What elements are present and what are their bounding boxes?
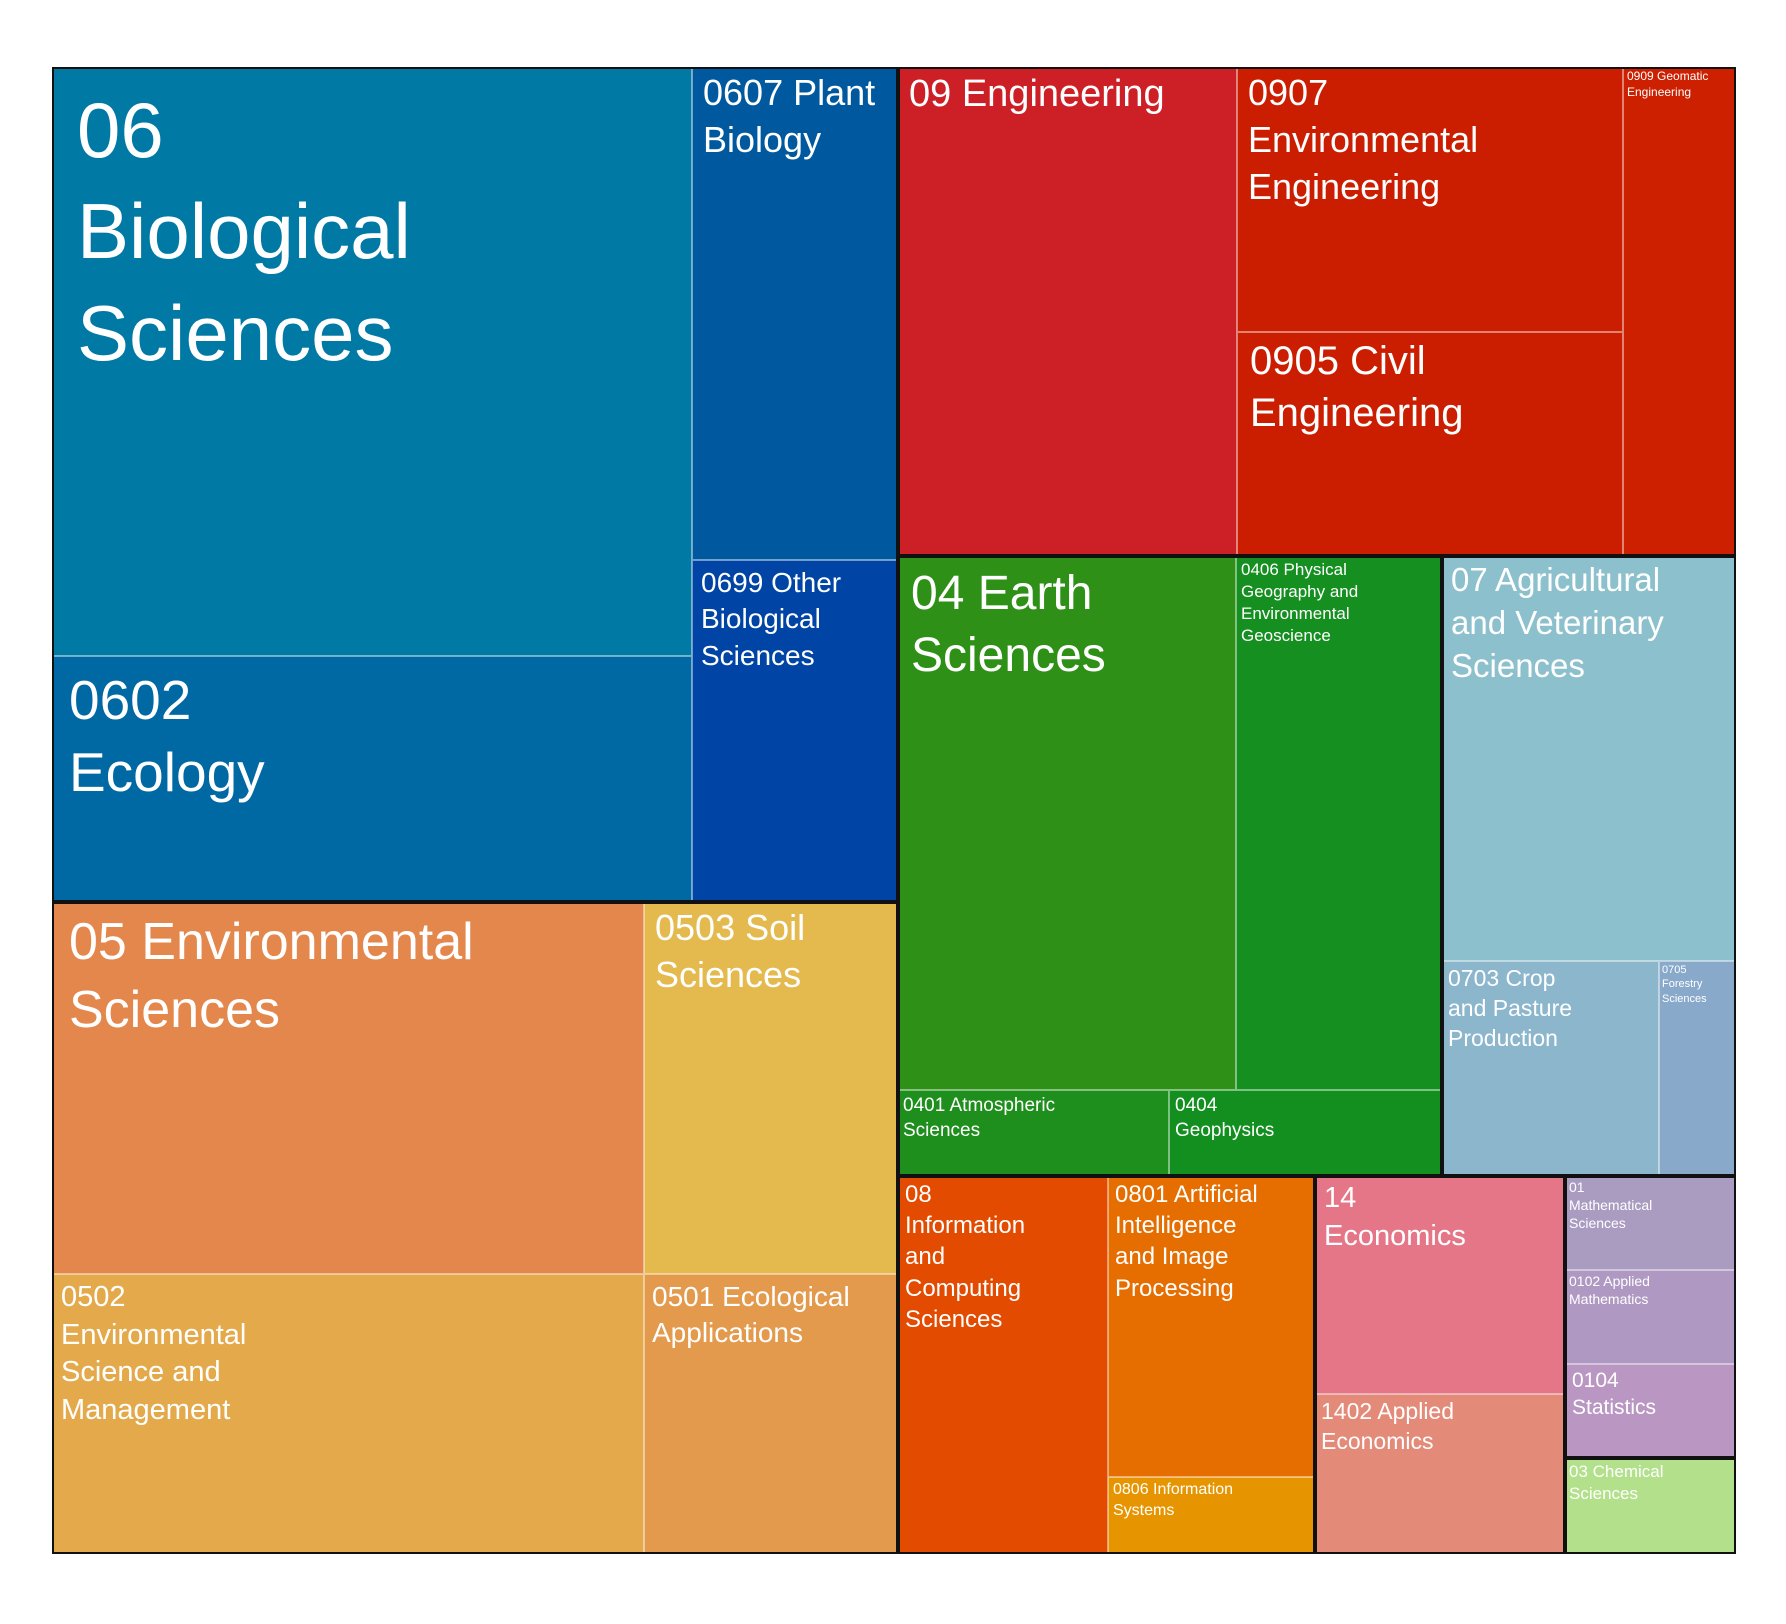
tile-0905-civil-engineering: 0905 Civil Engineering bbox=[1237, 332, 1623, 556]
tile-0102-applied-mathematics: 0102 Applied Mathematics bbox=[1565, 1270, 1736, 1364]
tile-0401-atmospheric-sciences: 0401 Atmospheric Sciences bbox=[898, 1090, 1169, 1176]
tile-label: 0406 Physical Geography and Environmenta… bbox=[1241, 560, 1359, 646]
tile-0607-plant-biology: 0607 Plant Biology bbox=[692, 67, 898, 560]
tile-label: 0705 Forestry Sciences bbox=[1662, 964, 1707, 1005]
tile-label: 0907 Environmental Engineering bbox=[1248, 72, 1479, 207]
tile-0907-environmental-engineering: 0907 Environmental Engineering bbox=[1237, 67, 1623, 332]
tile-label: 0607 Plant Biology bbox=[703, 72, 876, 160]
tile-label: 05 Environmental Sciences bbox=[69, 913, 474, 1039]
tile-0699-other-biological-sciences: 0699 Other Biological Sciences bbox=[692, 560, 898, 902]
tile-08-information-and-computing-sciences: 08 Information and Computing Sciences bbox=[898, 1176, 1108, 1554]
tile-0705-forestry-sciences: 0705 Forestry Sciences bbox=[1659, 961, 1736, 1176]
tile-label: 0699 Other Biological Sciences bbox=[701, 567, 842, 671]
tile-label: 0503 Soil Sciences bbox=[655, 907, 806, 995]
tile-label: 0501 Ecological Applications bbox=[652, 1281, 850, 1349]
tile-label: 0502 Environmental Science and Managemen… bbox=[61, 1281, 247, 1427]
tile-14-economics: 14 Economics bbox=[1315, 1176, 1565, 1394]
tile-04-earth-sciences: 04 Earth Sciences bbox=[898, 556, 1236, 1090]
tile-07-agricultural-and-veterinary-sciences: 07 Agricultural and Veterinary Sciences bbox=[1442, 556, 1736, 961]
tile-label: 1402 Applied Economics bbox=[1321, 1398, 1455, 1454]
tile-label: 09 Engineering bbox=[909, 73, 1165, 115]
tile-06-biological-sciences: 06 Biological Sciences bbox=[52, 67, 692, 656]
tile-0806-information-systems: 0806 Information Systems bbox=[1108, 1477, 1315, 1554]
tile-label: 07 Agricultural and Veterinary Sciences bbox=[1451, 561, 1664, 684]
tile-0801-artificial-intelligence-and-image-processing: 0801 Artificial Intelligence and Image P… bbox=[1108, 1176, 1315, 1477]
tile-label: 03 Chemical Sciences bbox=[1569, 1462, 1664, 1504]
tile-label: 14 Economics bbox=[1324, 1182, 1466, 1252]
tile-0104-statistics: 0104 Statistics bbox=[1565, 1364, 1736, 1458]
tile-label: 0905 Civil Engineering bbox=[1250, 339, 1464, 435]
tile-0503-soil-sciences: 0503 Soil Sciences bbox=[644, 902, 898, 1274]
tile-0406-physical-geography-and-environmental-geoscience: 0406 Physical Geography and Environmenta… bbox=[1236, 556, 1442, 1090]
tile-05-environmental-sciences: 05 Environmental Sciences bbox=[52, 902, 644, 1274]
tile-01-mathematical-sciences: 01 Mathematical Sciences bbox=[1565, 1176, 1736, 1270]
tile-09-engineering: 09 Engineering bbox=[898, 67, 1237, 556]
tile-label: 0102 Applied Mathematics bbox=[1569, 1273, 1650, 1308]
tile-label: 0401 Atmospheric Sciences bbox=[903, 1095, 1056, 1141]
tile-label: 08 Information and Computing Sciences bbox=[905, 1181, 1026, 1333]
tile-0703-crop-and-pasture-production: 0703 Crop and Pasture Production bbox=[1442, 961, 1659, 1176]
tile-label: 0703 Crop and Pasture Production bbox=[1448, 965, 1573, 1051]
tile-label: 0801 Artificial Intelligence and Image P… bbox=[1115, 1181, 1258, 1302]
tile-0404-geophysics: 0404 Geophysics bbox=[1169, 1090, 1442, 1176]
tile-label: 0909 Geomatic Engineering bbox=[1627, 69, 1709, 99]
tile-label: 0602 Ecology bbox=[69, 669, 265, 803]
tile-0602-ecology: 0602 Ecology bbox=[52, 656, 692, 902]
tile-label: 01 Mathematical Sciences bbox=[1569, 1179, 1653, 1232]
tile-0502-environmental-science-and-management: 0502 Environmental Science and Managemen… bbox=[52, 1274, 644, 1554]
tile-03-chemical-sciences: 03 Chemical Sciences bbox=[1565, 1458, 1736, 1554]
tile-1402-applied-economics: 1402 Applied Economics bbox=[1315, 1394, 1565, 1554]
tile-label: 0806 Information Systems bbox=[1113, 1481, 1234, 1519]
tile-0909-geomatic-engineering: 0909 Geomatic Engineering bbox=[1623, 67, 1736, 556]
tile-label: 04 Earth Sciences bbox=[911, 567, 1106, 683]
tile-label: 0104 Statistics bbox=[1572, 1369, 1657, 1420]
tile-label: 0404 Geophysics bbox=[1175, 1095, 1275, 1141]
tile-0501-ecological-applications: 0501 Ecological Applications bbox=[644, 1274, 898, 1554]
treemap-chart: 06 Biological Sciences 0602 Ecology 0607… bbox=[52, 67, 1736, 1554]
tile-label: 06 Biological Sciences bbox=[77, 86, 411, 377]
